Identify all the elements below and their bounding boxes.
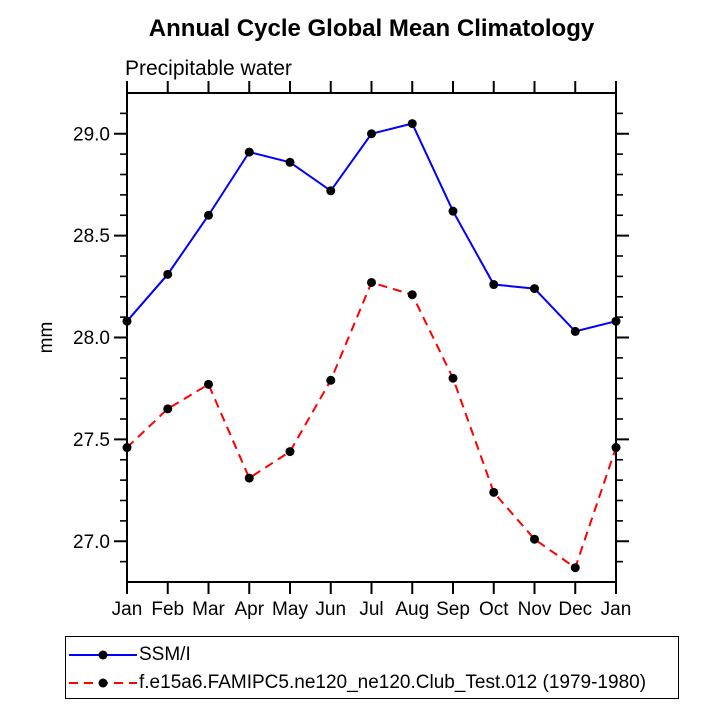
x-axis-tick-label: Sep (436, 599, 470, 620)
data-point-marker (163, 404, 173, 414)
data-point-marker (489, 280, 499, 290)
series-line-0 (126, 122, 617, 333)
data-point-marker (204, 210, 213, 220)
data-point-marker (448, 206, 458, 216)
data-point-marker (326, 375, 336, 385)
data-point-marker (285, 447, 295, 457)
data-point-marker (611, 443, 621, 453)
legend-line-sample-solid (69, 650, 137, 660)
data-point-marker (204, 379, 213, 389)
chart-title: Annual Cycle Global Mean Climatology (148, 15, 595, 42)
x-axis-tick-label: Jan (112, 599, 143, 620)
x-axis-tick-label: Jan (601, 599, 632, 620)
data-point-marker (530, 284, 539, 294)
legend-item-ssmi: SSM/I (68, 641, 191, 669)
x-axis-tick-label: Dec (558, 599, 592, 620)
y-axis-title: mm (36, 322, 57, 354)
x-axis-tick-label: Aug (395, 599, 429, 620)
x-axis-tick-label: Mar (192, 599, 225, 620)
y-axis-tick-label: 27.5 (73, 430, 110, 451)
data-point-marker (570, 326, 580, 336)
x-axis-tick-label: Feb (151, 599, 184, 620)
data-point-marker (448, 373, 458, 383)
data-point-marker (163, 269, 173, 279)
legend-label-model: f.e15a6.FAMIPC5.ne120_ne120.Club_Test.01… (139, 672, 647, 693)
data-point-marker (367, 277, 376, 287)
data-point-marker (407, 119, 417, 129)
legend-line-sample-dashed (69, 678, 137, 688)
x-axis-tick-label: May (272, 599, 308, 620)
data-point-marker (244, 473, 254, 483)
legend-label-ssmi: SSM/I (139, 644, 191, 665)
data-point-marker (530, 534, 539, 544)
plot-frame (126, 92, 617, 583)
data-point-marker (326, 186, 336, 196)
legend-item-model: f.e15a6.FAMIPC5.ne120_ne120.Club_Test.01… (68, 669, 646, 697)
legend-sample-marker (98, 650, 108, 660)
data-point-marker (285, 157, 295, 167)
data-point-marker (367, 129, 376, 139)
data-point-marker (611, 316, 621, 326)
data-point-marker (407, 290, 417, 300)
legend-sample-marker (98, 678, 108, 688)
x-axis-tick-label: Jul (359, 599, 383, 620)
y-axis-tick-label: 28.0 (73, 328, 110, 349)
y-axis-tick-label: 28.5 (73, 226, 110, 247)
x-axis-tick-label: Apr (234, 599, 264, 620)
data-point-marker (489, 487, 499, 497)
x-axis-tick-label: Oct (479, 599, 509, 620)
x-axis-tick-label: Jun (315, 599, 346, 620)
series-line-1 (126, 281, 617, 570)
y-axis-tick-label: 27.0 (73, 532, 110, 553)
data-point-marker (122, 443, 132, 453)
data-point-marker (244, 147, 254, 157)
y-axis-tick-label: 29.0 (73, 124, 110, 145)
data-point-marker (570, 563, 580, 573)
plot-area: Jan Feb Mar Apr May Jun Jul Aug Sep Oct Nov Dec Jan 2… (36, 81, 632, 620)
chart-subtitle: Precipitable water (125, 57, 292, 80)
data-point-marker (122, 316, 132, 326)
x-axis-tick-label: Nov (518, 599, 552, 620)
legend-box: SSM/I f.e15a6.FAMIPC5.ne120_ne120.Club_T… (65, 636, 679, 699)
